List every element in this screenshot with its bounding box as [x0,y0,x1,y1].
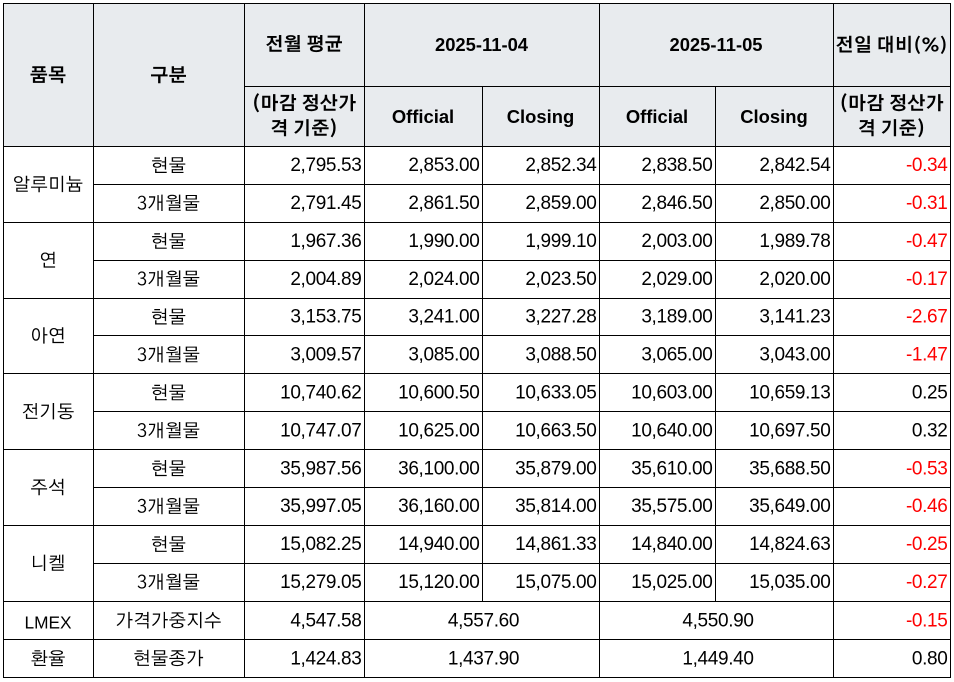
svg-text:3,153.75: 3,153.75 [290,307,361,328]
svg-text:0.32: 0.32 [912,420,948,441]
svg-text:14,840.00: 14,840.00 [631,534,712,555]
svg-text:-0.53: -0.53 [906,458,948,479]
svg-text:2,859.00: 2,859.00 [525,193,596,214]
svg-text:2,850.00: 2,850.00 [759,193,830,214]
svg-text:15,035.00: 15,035.00 [749,572,830,593]
svg-text:35,610.00: 35,610.00 [631,458,712,479]
svg-text:-1.47: -1.47 [906,345,948,366]
svg-text:3,043.00: 3,043.00 [759,345,830,366]
svg-text:2,791.45: 2,791.45 [290,193,361,214]
svg-text:4,550.90: 4,550.90 [682,611,753,632]
svg-text:2,020.00: 2,020.00 [759,269,830,290]
svg-text:1,449.40: 1,449.40 [682,649,753,670]
svg-text:Official: Official [626,106,688,127]
svg-text:1,990.00: 1,990.00 [408,231,479,252]
svg-text:2,853.00: 2,853.00 [408,155,479,176]
svg-text:2,029.00: 2,029.00 [641,269,712,290]
svg-text:3,088.50: 3,088.50 [525,345,596,366]
svg-text:14,940.00: 14,940.00 [398,534,479,555]
svg-text:10,640.00: 10,640.00 [631,420,712,441]
svg-text:1,437.90: 1,437.90 [448,649,519,670]
svg-text:3,241.00: 3,241.00 [408,307,479,328]
svg-text:-2.67: -2.67 [906,307,948,328]
svg-text:36,100.00: 36,100.00 [398,458,479,479]
svg-text:-0.47: -0.47 [906,231,948,252]
svg-text:Closing: Closing [740,106,807,127]
svg-text:10,663.50: 10,663.50 [515,420,596,441]
svg-text:2,842.54: 2,842.54 [759,155,831,176]
svg-text:Official: Official [392,106,454,127]
svg-text:15,025.00: 15,025.00 [631,572,712,593]
svg-text:10,740.62: 10,740.62 [280,383,361,404]
svg-text:-0.31: -0.31 [906,193,948,214]
svg-text:15,279.05: 15,279.05 [280,572,361,593]
svg-text:1,999.10: 1,999.10 [525,231,596,252]
svg-text:10,603.00: 10,603.00 [631,383,712,404]
svg-text:10,625.00: 10,625.00 [398,420,479,441]
svg-text:10,633.05: 10,633.05 [515,383,596,404]
svg-text:-0.34: -0.34 [906,155,948,176]
svg-text:35,575.00: 35,575.00 [631,496,712,517]
svg-text:3,189.00: 3,189.00 [641,307,712,328]
svg-text:2025-11-04: 2025-11-04 [435,34,529,55]
svg-text:35,987.56: 35,987.56 [280,458,361,479]
svg-text:36,160.00: 36,160.00 [398,496,479,517]
svg-text:-0.25: -0.25 [906,534,948,555]
svg-text:-0.17: -0.17 [906,269,948,290]
svg-text:3,141.23: 3,141.23 [759,307,830,328]
svg-text:2,838.50: 2,838.50 [641,155,712,176]
svg-text:-0.46: -0.46 [906,496,948,517]
svg-text:1,967.36: 1,967.36 [290,231,361,252]
svg-text:14,824.63: 14,824.63 [749,534,830,555]
svg-text:35,688.50: 35,688.50 [749,458,830,479]
svg-text:2,003.00: 2,003.00 [641,231,712,252]
svg-text:2,846.50: 2,846.50 [641,193,712,214]
svg-text:2,004.89: 2,004.89 [290,269,361,290]
svg-text:-0.27: -0.27 [906,572,948,593]
svg-text:2,861.50: 2,861.50 [408,193,479,214]
svg-text:35,814.00: 35,814.00 [515,496,596,517]
svg-text:4,547.58: 4,547.58 [290,611,361,632]
svg-text:14,861.33: 14,861.33 [515,534,596,555]
svg-text:3,227.28: 3,227.28 [525,307,596,328]
svg-text:1,989.78: 1,989.78 [759,231,830,252]
svg-text:2,852.34: 2,852.34 [525,155,597,176]
svg-text:10,747.07: 10,747.07 [280,420,361,441]
svg-text:10,659.13: 10,659.13 [749,383,830,404]
svg-text:0.80: 0.80 [912,649,948,670]
svg-text:35,649.00: 35,649.00 [749,496,830,517]
svg-text:0.25: 0.25 [912,383,948,404]
svg-text:1,424.83: 1,424.83 [290,649,361,670]
svg-text:3,065.00: 3,065.00 [641,345,712,366]
svg-text:3,085.00: 3,085.00 [408,345,479,366]
svg-text:2,795.53: 2,795.53 [290,155,361,176]
svg-text:-0.15: -0.15 [906,611,948,632]
svg-text:35,879.00: 35,879.00 [515,458,596,479]
svg-text:2025-11-05: 2025-11-05 [669,34,762,55]
svg-text:15,075.00: 15,075.00 [515,572,596,593]
svg-text:Closing: Closing [507,106,574,127]
svg-text:10,697.50: 10,697.50 [749,420,830,441]
svg-text:15,082.25: 15,082.25 [280,534,361,555]
svg-text:LMEX: LMEX [24,613,72,633]
svg-text:15,120.00: 15,120.00 [398,572,479,593]
svg-text:2,024.00: 2,024.00 [408,269,479,290]
svg-text:2,023.50: 2,023.50 [525,269,596,290]
svg-text:3,009.57: 3,009.57 [290,345,361,366]
svg-text:35,997.05: 35,997.05 [280,496,361,517]
svg-text:10,600.50: 10,600.50 [398,383,479,404]
svg-text:4,557.60: 4,557.60 [448,611,519,632]
